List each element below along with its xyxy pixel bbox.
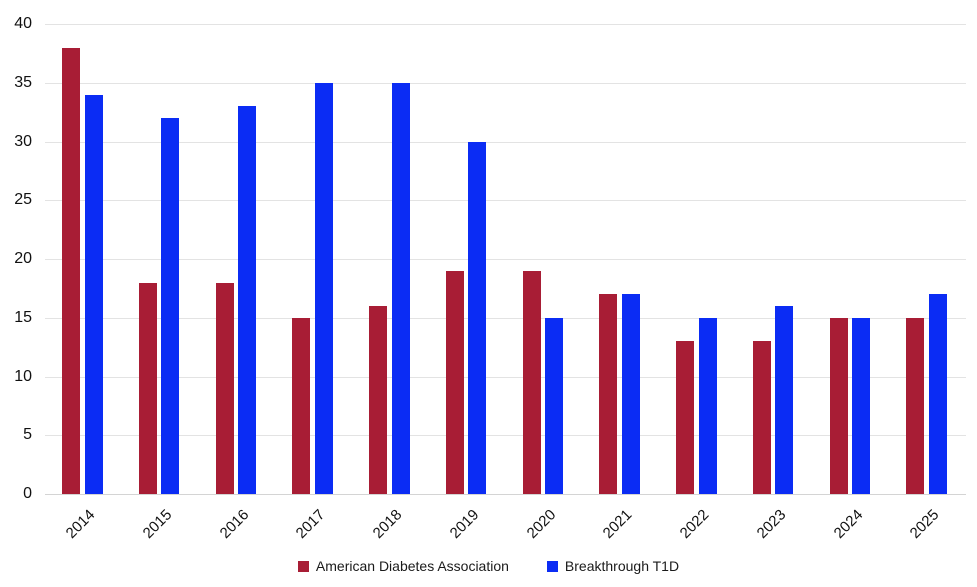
bar-series-1-2022: [698, 317, 717, 494]
gridline: [45, 317, 966, 319]
legend: American Diabetes Association Breakthrou…: [0, 557, 977, 575]
gridline: [45, 376, 966, 378]
y-tick-label: 15: [14, 308, 32, 326]
x-tick-label: 2016: [216, 506, 252, 542]
gridline: [45, 82, 966, 84]
bar-series-1-2021: [621, 294, 640, 494]
bar-series-0-2021: [599, 294, 618, 494]
bar-series-1-2017: [314, 82, 333, 494]
bar-series-0-2024: [829, 317, 848, 494]
bar-series-0-2017: [292, 317, 311, 494]
bar-series-0-2019: [445, 270, 464, 494]
bar-series-1-2019: [468, 141, 487, 494]
bar-series-1-2016: [238, 106, 256, 494]
y-tick-label: 0: [23, 485, 32, 502]
y-tick-label: 35: [14, 73, 32, 91]
gridline: [45, 259, 966, 260]
x-tick-label: 2020: [523, 506, 559, 542]
legend-label: American Diabetes Association: [315, 558, 509, 574]
bar-series-1-2018: [391, 82, 410, 494]
gridline: [45, 24, 966, 25]
legend-swatch-blue: [546, 560, 558, 572]
x-tick-label: 2018: [369, 506, 406, 542]
bar-series-0-2023: [752, 341, 771, 494]
bar-series-1-2015: [161, 118, 180, 494]
bar-series-1-2025: [928, 294, 947, 494]
x-tick-label: 2022: [676, 506, 713, 542]
x-tick-label: 2024: [830, 506, 866, 542]
bar-series-0-2022: [676, 341, 694, 494]
bar-series-1-2014: [84, 94, 103, 494]
bar-series-0-2025: [906, 317, 925, 494]
y-tick-label: 40: [14, 15, 32, 32]
x-axis-baseline: [45, 494, 966, 495]
bar-series-0-2015: [138, 282, 157, 494]
y-tick-label: 30: [14, 132, 32, 150]
gridline: [45, 141, 966, 143]
gridline: [45, 435, 966, 437]
bar-series-0-2014: [62, 47, 80, 494]
x-tick-label: 2023: [753, 506, 790, 542]
x-tick-label: 2017: [292, 506, 329, 542]
y-tick-label: 10: [14, 367, 32, 385]
legend-item-american-diabetes-association: American Diabetes Association: [297, 557, 509, 575]
legend-swatch-red: [297, 560, 309, 572]
bar-series-0-2018: [369, 306, 387, 494]
legend-item-breakthrough-t1d: Breakthrough T1D: [546, 557, 680, 575]
x-tick-label: 2019: [446, 506, 483, 542]
bar-series-0-2020: [522, 270, 541, 494]
y-tick-label: 5: [23, 426, 32, 444]
y-tick-label: 25: [14, 191, 32, 209]
bar-series-1-2024: [852, 317, 870, 494]
x-tick-label: 2014: [62, 506, 99, 542]
x-tick-label: 2015: [139, 506, 176, 542]
bar-series-1-2020: [545, 317, 563, 494]
x-tick-label: 2021: [599, 506, 636, 542]
bar-series-0-2016: [215, 282, 234, 494]
y-tick-label: 20: [14, 250, 32, 267]
legend-label: Breakthrough T1D: [564, 558, 680, 574]
bar-series-1-2023: [775, 306, 794, 494]
gridline: [45, 200, 966, 202]
x-tick-label: 2025: [906, 506, 943, 542]
